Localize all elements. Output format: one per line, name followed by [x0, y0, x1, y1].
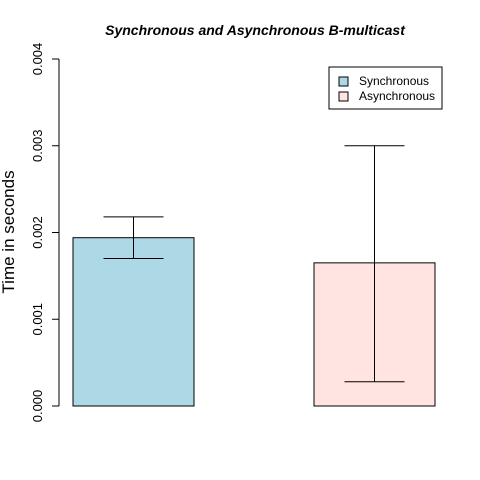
legend-swatch-synchronous — [338, 76, 349, 87]
error-bars-group — [103, 145, 405, 383]
y-axis: 0.000 0.001 0.002 0.003 0.004 — [30, 43, 60, 423]
y-axis-label: Time in seconds — [0, 170, 18, 293]
legend-label-synchronous: Synchronous — [359, 74, 429, 88]
legend-label-asynchronous: Asynchronous — [359, 89, 435, 103]
y-tick-label: 0.002 — [30, 216, 45, 249]
bar-synchronous — [72, 237, 195, 407]
y-tick-label: 0.004 — [30, 43, 45, 76]
legend-swatch-asynchronous — [338, 91, 349, 102]
legend-box — [328, 66, 443, 110]
y-tick-label: 0.003 — [30, 129, 45, 162]
y-tick-label: 0.001 — [30, 303, 45, 336]
y-tick-label: 0.000 — [30, 390, 45, 423]
chart-title: Synchronous and Asynchronous B-multicast — [105, 22, 406, 38]
bars-group — [72, 237, 436, 407]
